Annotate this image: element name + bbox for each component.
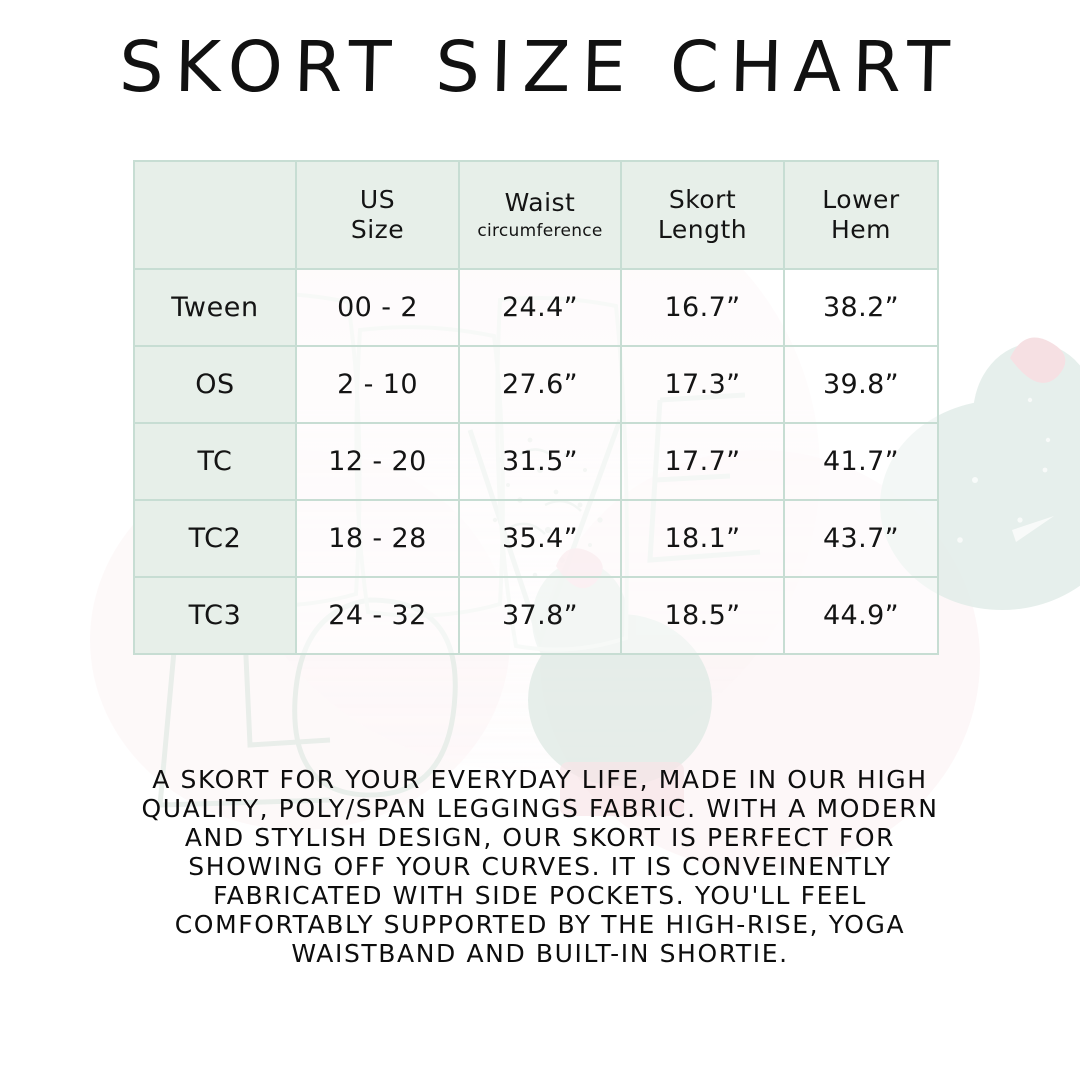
description-line: SHOWING OFF YOUR CURVES. IT IS CONVEINEN… <box>188 852 892 881</box>
row-us-size: 2 - 10 <box>295 345 460 424</box>
size-chart-table: US Size Waist circumference Skort Length… <box>133 160 939 655</box>
description-line: A SKORT FOR YOUR EVERYDAY LIFE, MADE IN … <box>152 765 928 794</box>
row-lower-hem: 41.7” <box>783 422 939 501</box>
row-skort-length: 16.7” <box>620 268 785 347</box>
row-skort-length: 17.7” <box>620 422 785 501</box>
header-waist-sub: circumference <box>477 220 603 241</box>
row-waist: 27.6” <box>458 345 622 424</box>
product-description: A SKORT FOR YOUR EVERYDAY LIFE, MADE IN … <box>60 765 1020 968</box>
header-skort-length: Skort Length <box>620 160 785 270</box>
row-size-label: TC2 <box>133 499 297 578</box>
table-header-row: US Size Waist circumference Skort Length… <box>133 160 939 270</box>
row-size-label: TC <box>133 422 297 501</box>
description-line: AND STYLISH DESIGN, OUR SKORT IS PERFECT… <box>184 823 896 852</box>
size-chart-table-wrapper: US Size Waist circumference Skort Length… <box>133 160 939 655</box>
description-line: COMFORTABLY SUPPORTED BY THE HIGH-RISE, … <box>174 910 906 939</box>
row-size-label: OS <box>133 345 297 424</box>
row-skort-length: 18.5” <box>620 576 785 655</box>
header-us-size-line2: Size <box>350 215 405 244</box>
row-us-size: 18 - 28 <box>295 499 460 578</box>
header-waist-line1: Waist <box>504 188 576 218</box>
header-lower-hem-line2: Hem <box>830 215 892 244</box>
table-row: Tween 00 - 2 24.4” 16.7” 38.2” <box>133 268 939 347</box>
header-lower-hem-line1: Lower <box>822 184 900 214</box>
header-waist: Waist circumference <box>458 160 622 270</box>
description-line: WAISTBAND AND BUILT-IN SHORTIE. <box>291 939 789 968</box>
row-lower-hem: 39.8” <box>783 345 939 424</box>
table-row: TC3 24 - 32 37.8” 18.5” 44.9” <box>133 576 939 655</box>
row-waist: 35.4” <box>458 499 622 578</box>
row-skort-length: 18.1” <box>620 499 785 578</box>
header-lower-hem: Lower Hem <box>783 160 939 270</box>
header-corner-blank <box>133 160 297 270</box>
row-lower-hem: 44.9” <box>783 576 939 655</box>
row-us-size: 00 - 2 <box>295 268 460 347</box>
row-us-size: 12 - 20 <box>295 422 460 501</box>
page-title: SKORT SIZE CHART <box>118 26 962 108</box>
table-row: TC 12 - 20 31.5” 17.7” 41.7” <box>133 422 939 501</box>
row-waist: 24.4” <box>458 268 622 347</box>
header-skort-length-line2: Length <box>657 215 748 244</box>
row-lower-hem: 38.2” <box>783 268 939 347</box>
row-size-label: TC3 <box>133 576 297 655</box>
row-lower-hem: 43.7” <box>783 499 939 578</box>
header-skort-length-line1: Skort <box>668 184 737 214</box>
row-waist: 37.8” <box>458 576 622 655</box>
description-line: QUALITY, POLY/SPAN LEGGINGS FABRIC. WITH… <box>141 794 939 823</box>
row-size-label: Tween <box>133 268 297 347</box>
row-skort-length: 17.3” <box>620 345 785 424</box>
table-row: TC2 18 - 28 35.4” 18.1” 43.7” <box>133 499 939 578</box>
header-us-size: US Size <box>295 160 460 270</box>
table-row: OS 2 - 10 27.6” 17.3” 39.8” <box>133 345 939 424</box>
row-waist: 31.5” <box>458 422 622 501</box>
row-us-size: 24 - 32 <box>295 576 460 655</box>
header-us-size-line1: US <box>359 184 396 214</box>
description-line: FABRICATED WITH SIDE POCKETS. YOU'LL FEE… <box>213 881 867 910</box>
